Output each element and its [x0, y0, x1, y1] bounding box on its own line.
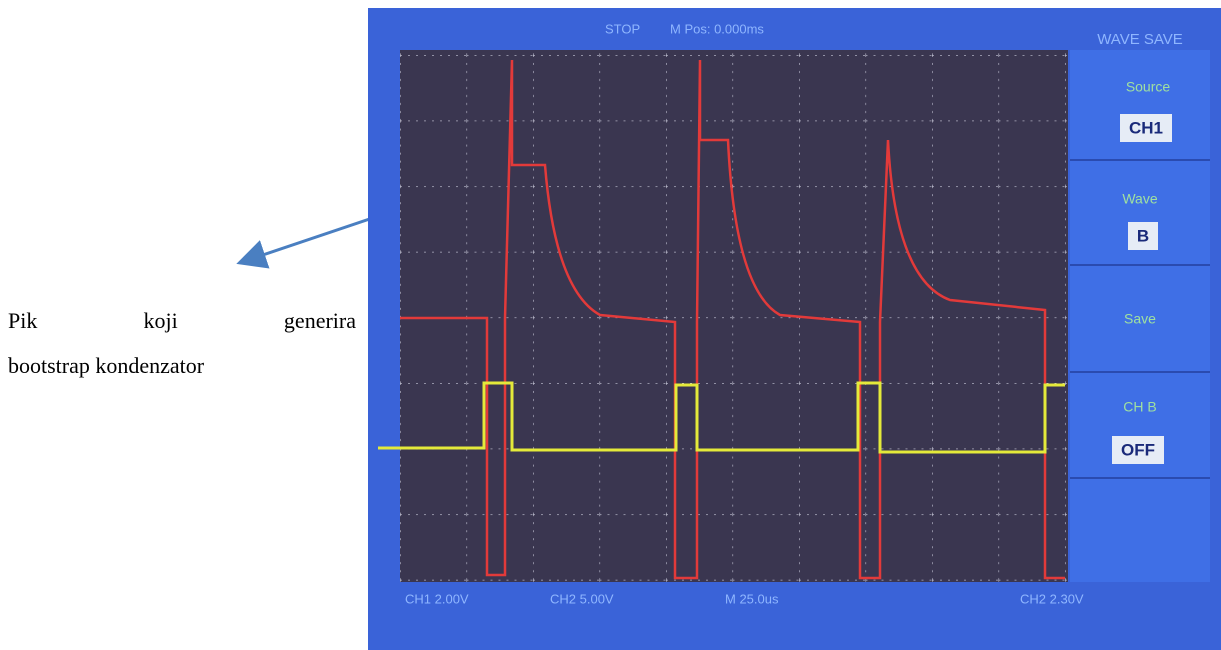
readout: M 25.0us: [725, 591, 779, 606]
red-trace: [400, 59, 1065, 580]
menu-value-box: [1128, 222, 1158, 250]
status: STOP: [605, 21, 640, 36]
caption-line: bootstrap kondenzator: [8, 353, 205, 378]
menu-label: Save: [1124, 311, 1156, 327]
readout: CH2 5.00V: [550, 591, 614, 606]
menu-label: CH B: [1123, 399, 1156, 415]
grid: [400, 50, 1068, 582]
readout: CH2 2.30V: [1020, 591, 1084, 606]
menu-value-box: [1112, 436, 1164, 464]
menu-value: CH1: [1129, 118, 1163, 137]
menu-label: Wave: [1122, 191, 1157, 207]
menu-dividers: [1070, 159, 1210, 479]
time-base: M Pos: 0.000ms: [670, 21, 764, 36]
menu-value: B: [1137, 226, 1149, 245]
readout: CH1 2.00V: [405, 591, 469, 606]
menu-title: WAVE SAVE: [1097, 31, 1183, 48]
yellow-trace: [378, 381, 1065, 454]
caption-line: Pik koji generira: [8, 308, 356, 333]
menu-label: Source: [1126, 79, 1171, 95]
menu-value: OFF: [1121, 440, 1155, 459]
menu-value-box: [1120, 114, 1172, 142]
